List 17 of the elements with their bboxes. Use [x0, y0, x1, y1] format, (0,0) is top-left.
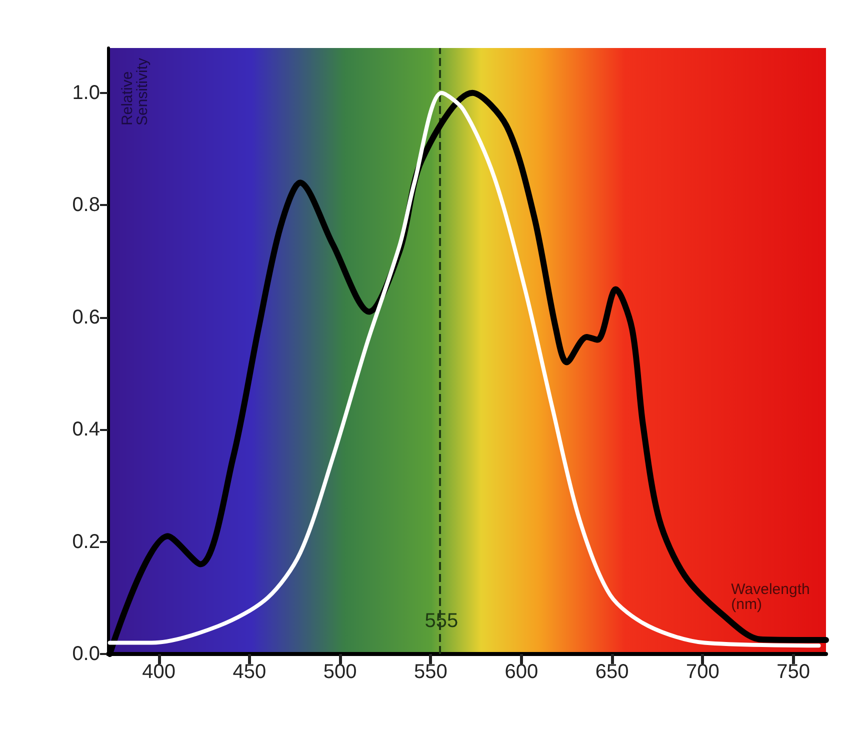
x-tick-label: 500 — [323, 661, 357, 683]
y-tick-label: 0.0 — [72, 643, 100, 665]
y-tick-label: 0.2 — [72, 530, 100, 553]
x-tick-label: 450 — [232, 661, 266, 683]
y-axis-title: Relative Sensitivity — [119, 58, 151, 126]
y-tick-label: 1.0 — [72, 82, 100, 104]
y-tick-label: 0.6 — [72, 306, 100, 328]
x-tick-label: 750 — [776, 661, 810, 683]
x-tick-label: 400 — [142, 661, 176, 683]
ref-line-label: 555 — [424, 610, 458, 632]
x-axis-title: Wavelength (nm) — [731, 581, 814, 613]
y-tick-label: 0.8 — [72, 194, 100, 216]
x-tick-label: 700 — [686, 661, 720, 683]
x-tick-label: 550 — [414, 661, 448, 683]
y-tick-label: 0.4 — [72, 418, 100, 441]
x-tick-label: 650 — [595, 661, 629, 683]
x-tick-label: 600 — [504, 661, 538, 683]
